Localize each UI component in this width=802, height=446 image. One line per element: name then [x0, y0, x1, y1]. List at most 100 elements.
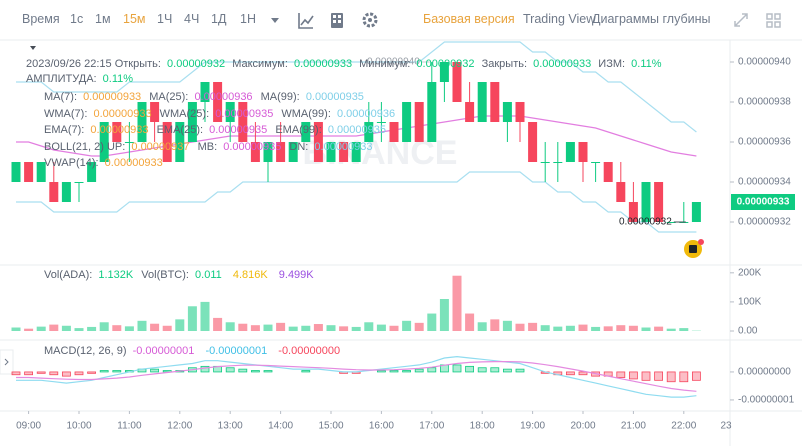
candle-body — [616, 182, 626, 202]
candle-body — [162, 122, 172, 162]
x-tick-label: 21:00 — [621, 421, 646, 432]
volume-bar — [250, 325, 260, 331]
legend-row: VWAP(14): 0.00000933 — [44, 155, 400, 172]
candle-body — [263, 142, 273, 162]
boll-upper — [16, 41, 697, 133]
macd-bar — [654, 371, 663, 381]
macd-bar — [477, 367, 487, 373]
candle-body — [477, 82, 487, 122]
volume-bar — [376, 324, 386, 331]
interval[interactable]: 1с — [70, 12, 84, 26]
y-tick-label: 200K — [738, 267, 762, 278]
datetime: 2023/09/26 22:15 — [26, 58, 112, 70]
volume-bar — [553, 326, 563, 331]
layout-icon[interactable] — [331, 13, 343, 28]
candle-body — [439, 62, 449, 82]
volume-bar — [616, 325, 626, 331]
candle-body — [691, 202, 701, 222]
interval[interactable]: 1Д — [211, 12, 227, 26]
info-value: 0.11% — [102, 73, 134, 85]
candle-body — [502, 102, 512, 122]
interval[interactable]: 1Н — [240, 12, 256, 26]
volume-bar — [603, 326, 613, 331]
macd-bar — [62, 371, 71, 377]
ohlc-info: 2023/09/26 22:15 Открыть: 0.00000932 Мак… — [26, 57, 716, 87]
interval[interactable]: 15м — [123, 12, 146, 26]
volume-bar — [402, 320, 412, 331]
candle-body — [553, 162, 563, 163]
candle-body — [427, 82, 437, 142]
collapse-icon[interactable] — [30, 46, 36, 50]
view-tab[interactable]: Trading View — [523, 12, 596, 26]
volume-bar — [187, 306, 197, 331]
candle-body — [452, 62, 462, 102]
x-tick-label: 23 — [720, 421, 732, 432]
alert-icon[interactable] — [684, 239, 704, 258]
candle-body — [666, 222, 676, 223]
legend-value: 0.00000935 — [305, 91, 364, 103]
legend-value: -0.00000000 — [278, 345, 341, 357]
dropdown-icon[interactable] — [271, 18, 279, 23]
volume-bar — [528, 322, 538, 331]
volume-bar — [351, 326, 361, 331]
legend-row: MACD(12, 26, 9) -0.00000001 -0.00000001 … — [44, 343, 345, 360]
grid-icon[interactable] — [766, 13, 781, 28]
legend-value: -0.00000001 — [205, 345, 268, 357]
candle-body — [11, 162, 21, 182]
settings-icon[interactable] — [362, 12, 378, 28]
y-tick-label: 0.00000940 — [738, 57, 791, 68]
macd-bar — [641, 371, 651, 381]
volume-bar — [87, 326, 97, 331]
legend-row: EMA(7): 0.00000933 EMA(25): 0.00000935 E… — [44, 122, 400, 139]
x-tick-label: 11:00 — [117, 421, 142, 432]
volume-bar — [175, 319, 185, 331]
last-price-tag — [731, 194, 795, 210]
main-legend: MA(7): 0.00000933 MA(25): 0.00000936 MA(… — [44, 89, 400, 172]
volume-bar — [389, 325, 399, 331]
low-marker: 0.00000932 — [619, 217, 672, 228]
volume-bar — [49, 324, 59, 331]
candle-body — [465, 102, 475, 122]
candle-body — [641, 182, 651, 222]
candle-body — [36, 162, 46, 182]
x-tick-label: 13:00 — [218, 421, 243, 432]
legend-row: Vol(ADA): 1.132K Vol(BTC): 0.011 4.816K … — [44, 267, 319, 284]
interval[interactable]: 1Ч — [157, 12, 173, 26]
legend-label: Vol(BTC): — [141, 269, 189, 281]
legend-value: 0.00000937 — [131, 140, 190, 153]
info-value: 0.11% — [631, 58, 662, 70]
volume-bar — [565, 325, 575, 331]
legend-value: 0.00000933 — [93, 107, 152, 120]
candle-body — [150, 102, 160, 122]
legend-value: 4.816K — [232, 269, 268, 281]
x-tick-label: 14:00 — [268, 421, 293, 432]
candle-body — [389, 122, 399, 142]
volume-bar — [641, 327, 651, 331]
macd-bar — [225, 367, 235, 373]
view-tab[interactable]: Диаграммы глубины — [592, 12, 711, 26]
interval[interactable]: 4Ч — [184, 12, 200, 26]
interval[interactable]: 1м — [95, 12, 111, 26]
info-value: 0.00000932 — [416, 58, 475, 70]
volume-bar — [452, 275, 462, 331]
legend-value: 0.00000933 — [314, 140, 373, 153]
candle-body — [528, 122, 538, 162]
legend-value: 9.499K — [278, 269, 314, 281]
candle-body — [376, 122, 386, 123]
view-tab[interactable]: Базовая версия — [423, 12, 515, 26]
last-price-label: 0.00000933 — [737, 197, 790, 208]
legend-row: WMA(7): 0.00000933 WMA(25): 0.00000935 W… — [44, 106, 400, 123]
x-tick-label: 15:00 — [318, 421, 343, 432]
fullscreen-icon[interactable] — [734, 13, 748, 27]
time-label[interactable]: Время — [22, 12, 60, 26]
volume-bar — [477, 322, 487, 331]
y-tick-label: 100K — [738, 297, 762, 308]
volume-bar — [666, 328, 676, 331]
candle-body — [124, 142, 134, 143]
macd-dea-line — [16, 361, 697, 392]
candle-body — [654, 182, 664, 222]
indicator-icon[interactable] — [298, 13, 314, 29]
macd-bar — [250, 370, 260, 373]
side-handle[interactable] — [0, 349, 14, 375]
y-tick-label: 0.00000938 — [738, 97, 791, 108]
